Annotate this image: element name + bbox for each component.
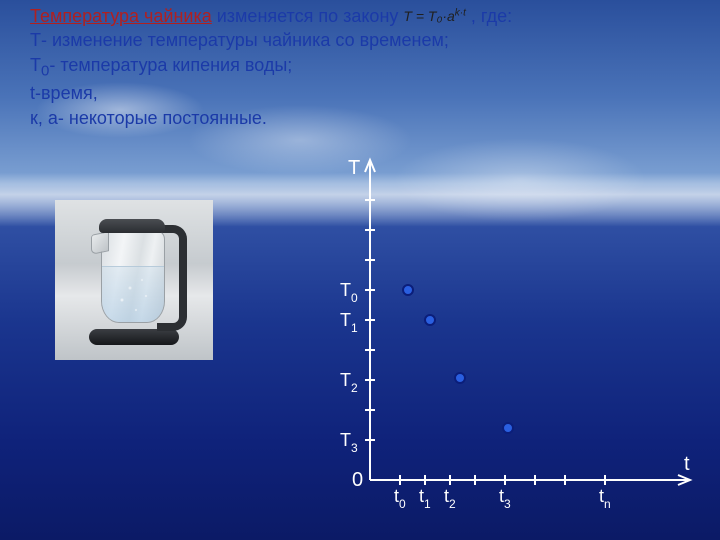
svg-text:t3: t3	[499, 486, 511, 511]
line3: Т0- температура кипения воды;	[30, 53, 690, 82]
svg-text:t: t	[684, 453, 690, 475]
line1-rest: изменяется по закону	[212, 6, 404, 26]
svg-text:0: 0	[352, 469, 363, 491]
temperature-chart: Tt0T3T2T1T0t0t1t2t3tn	[330, 150, 700, 520]
svg-text:T1: T1	[340, 310, 358, 335]
svg-text:tn: tn	[599, 486, 611, 511]
svg-text:T: T	[348, 157, 360, 179]
line1-tail: , где:	[466, 6, 512, 26]
svg-text:t1: t1	[419, 486, 431, 511]
svg-text:t2: t2	[444, 486, 456, 511]
formula: T = T₀·ak·t	[403, 8, 466, 24]
svg-text:T3: T3	[340, 430, 358, 455]
svg-text:T2: T2	[340, 370, 358, 395]
svg-text:T0: T0	[340, 280, 358, 305]
line2: Т- изменение температуры чайника со врем…	[30, 28, 690, 52]
line4: t-время,	[30, 81, 690, 105]
highlight-phrase: Температура чайника	[30, 6, 212, 26]
description-text: Температура чайника изменяется по закону…	[30, 4, 690, 130]
svg-text:t0: t0	[394, 486, 406, 511]
kettle-image	[55, 200, 213, 360]
line5: к, а- некоторые постоянные.	[30, 106, 690, 130]
